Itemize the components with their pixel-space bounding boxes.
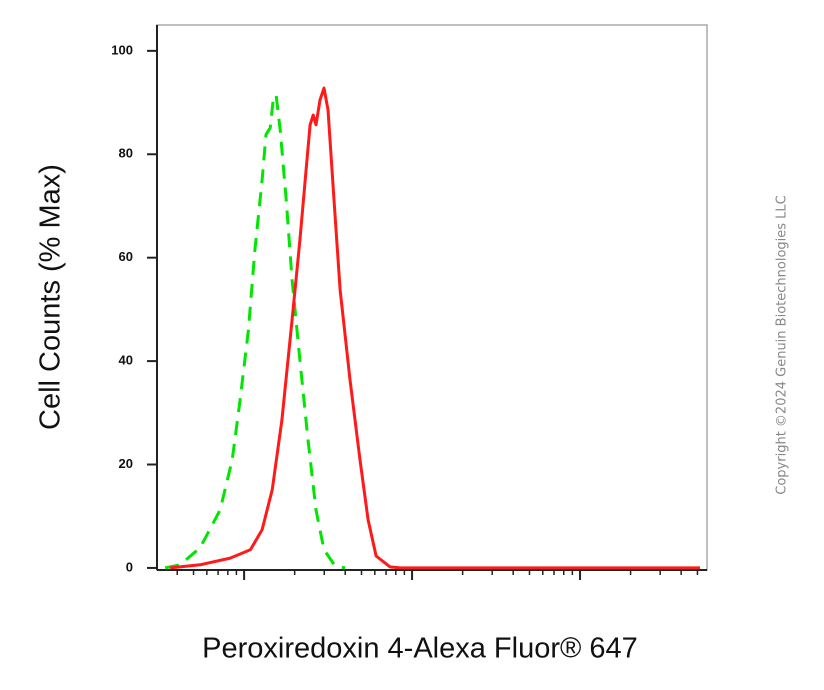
y-tick-label: 80 bbox=[119, 146, 133, 161]
y-tick-label: 0 bbox=[126, 559, 133, 574]
x-axis-label: Peroxiredoxin 4-Alexa Fluor® 647 bbox=[202, 633, 638, 665]
plot-frame bbox=[156, 24, 708, 571]
y-tick-label: 20 bbox=[119, 456, 133, 471]
y-tick-label: 60 bbox=[119, 249, 133, 264]
histogram-line bbox=[164, 93, 346, 570]
y-tick-label: 100 bbox=[111, 42, 133, 57]
histogram-line bbox=[170, 86, 700, 570]
y-axis-label: Cell Counts (% Max) bbox=[35, 164, 67, 430]
copyright: Copyright ©2024 Genuin Biotechnologies L… bbox=[775, 195, 790, 494]
y-tick-label: 40 bbox=[119, 353, 133, 368]
